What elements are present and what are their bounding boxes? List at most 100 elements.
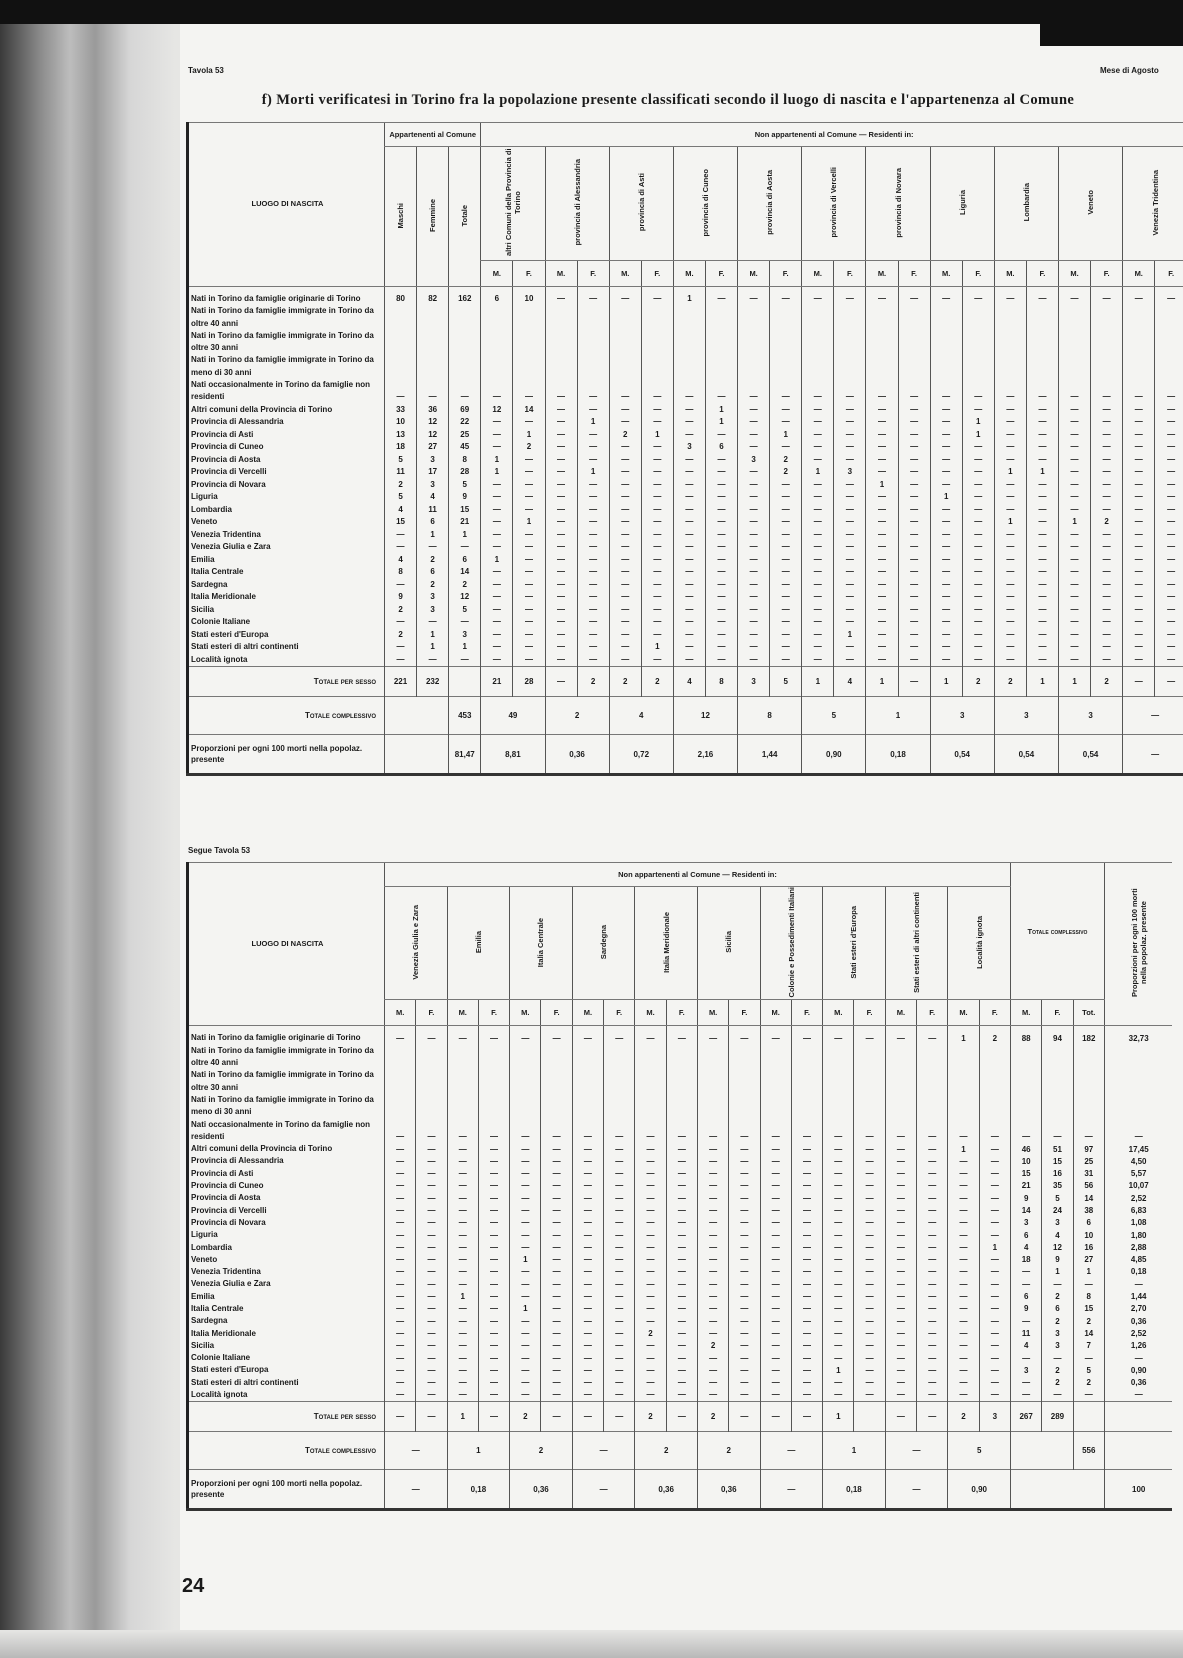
cell: — — [696, 1143, 729, 1156]
cell: — — [509, 1167, 541, 1181]
cell: — — [1090, 453, 1123, 467]
cell: 18 — [383, 441, 417, 454]
cell: — — [640, 416, 674, 429]
cell: — — [1122, 428, 1155, 442]
cell: — — [415, 1376, 448, 1390]
cell: — — [512, 641, 545, 654]
cell: 1 — [1057, 666, 1091, 697]
header-residence-text: provincia di Alessandria — [572, 159, 582, 246]
cell: 6 — [448, 553, 481, 567]
cell: — — [704, 591, 738, 604]
cell: — — [634, 1364, 667, 1377]
cell: — — [737, 541, 770, 554]
cell: — — [1103, 1278, 1173, 1291]
cell: 1,08 — [1103, 1216, 1173, 1230]
cell: — — [728, 1192, 761, 1205]
cell: — — [728, 1143, 761, 1156]
cell: — — [993, 428, 1027, 442]
cell: — — [865, 286, 899, 306]
cell: 0,54 — [929, 734, 995, 777]
cell: — — [961, 403, 995, 417]
cell: — — [1025, 628, 1059, 642]
cell: — — [1122, 666, 1155, 697]
cell: — — [884, 1315, 917, 1328]
table-row: Sicilia — — — — — — — — — —2— — — — — — — — —4 3 7 1,26 — [186, 1339, 1173, 1353]
cell: — — [790, 1266, 823, 1279]
cell: — — [769, 653, 802, 667]
cell: — — [608, 541, 642, 554]
cell: — — [512, 466, 545, 479]
cell: — — [865, 616, 899, 629]
cell: — — [571, 1352, 604, 1365]
cell: — — [916, 1339, 948, 1353]
cell: — — [853, 1204, 886, 1217]
cell: — — [480, 478, 513, 492]
row-label-line: Nati in Torino da famiglie immigrate in … — [191, 330, 374, 353]
cell: — — [576, 503, 610, 517]
row-label-line: Nati in Torino da famiglie immigrate in … — [191, 1070, 374, 1092]
row-label-text: Venezia Giulia e Zara — [191, 542, 271, 552]
cell: — — [383, 1315, 416, 1328]
cell: — — [509, 1025, 541, 1045]
table-row: Colonie Italiane — — — — — — — — — — — — — — — — — — — — — — — —… — [186, 616, 1183, 629]
cell: — — [884, 1266, 917, 1279]
cell: — — [884, 1302, 917, 1316]
header-non-appartenenti: Non appartenenti al Comune — Residenti i… — [383, 862, 1011, 887]
header-f: F. — [640, 260, 674, 287]
cell: — — [993, 403, 1027, 417]
cell: — — [1122, 491, 1155, 504]
cell: — — [477, 1401, 510, 1432]
header-residence-text: provincia di Novara — [893, 167, 903, 238]
cell: — — [759, 1401, 792, 1432]
cell: — — [446, 1315, 479, 1328]
header-f: F. — [790, 999, 823, 1027]
cell: — — [665, 1216, 698, 1230]
cell: — — [790, 1327, 823, 1340]
cell: — — [728, 1290, 761, 1303]
cell: — — [737, 478, 770, 492]
cell: — — [865, 628, 899, 642]
cell: — — [853, 1180, 886, 1193]
row-label: Venezia Giulia e Zara — [186, 541, 385, 554]
cell: — — [672, 491, 706, 504]
cell: — — [737, 428, 770, 442]
cell: — — [603, 1315, 635, 1328]
header-m: M. — [947, 999, 980, 1027]
row-label-text: Provincia di Cuneo — [191, 1181, 264, 1191]
cell: — — [897, 516, 931, 529]
cell: — — [446, 1044, 479, 1144]
cell: — — [477, 1290, 510, 1303]
header-f: F. — [897, 260, 931, 287]
cell: — — [634, 1339, 667, 1353]
cell: — — [571, 1389, 604, 1402]
row-label: Lombardia — [186, 503, 385, 517]
header-residence-text: Venezia Tridentina — [1150, 169, 1160, 236]
cell: — — [884, 1431, 948, 1470]
cell: — — [865, 441, 899, 454]
cell: — — [961, 578, 995, 592]
header-f: F. — [576, 260, 610, 287]
cell: — — [608, 628, 642, 642]
cell: — — [993, 628, 1027, 642]
cell: — — [704, 553, 738, 567]
cell: 27 — [1072, 1253, 1105, 1267]
cell: — — [1025, 503, 1059, 517]
cell: 1 — [865, 696, 931, 735]
cell: — — [853, 1167, 886, 1181]
header-col: Totale — [448, 146, 481, 287]
cell: — — [822, 1025, 854, 1045]
cell: 2 — [634, 1327, 667, 1340]
cell: — — [728, 1376, 761, 1390]
header-m: M. — [509, 999, 541, 1027]
cell: — — [512, 416, 545, 429]
cell: — — [929, 578, 963, 592]
cell: — — [416, 653, 449, 667]
cell: — — [1025, 478, 1059, 492]
cell: — — [415, 1339, 448, 1353]
cell: — — [672, 553, 706, 567]
header-residence: provincia di Asti — [608, 146, 674, 261]
cell: — — [737, 528, 770, 542]
cell: 2 — [512, 441, 545, 454]
row-label: Venezia Giulia e Zara — [186, 1278, 385, 1291]
table-deaths-part-2: LUOGO DI NASCITA Non appartenenti al Comu… — [186, 861, 1173, 1512]
